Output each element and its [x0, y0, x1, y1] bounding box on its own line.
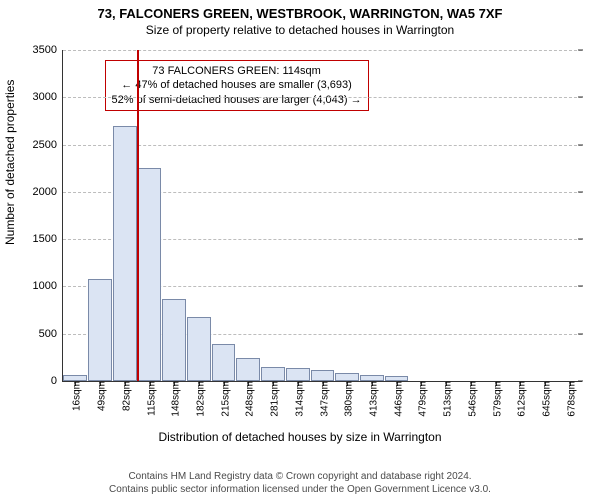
gridline	[63, 50, 582, 51]
y-axis-label: Number of detached properties	[3, 80, 17, 245]
y-tick-label: 1000	[33, 280, 63, 292]
annotation-line: 52% of semi-detached houses are larger (…	[112, 93, 362, 107]
x-tick-label: 380sqm	[340, 381, 355, 417]
bar	[236, 358, 260, 381]
annotation-box: 73 FALCONERS GREEN: 114sqm← 47% of detac…	[105, 60, 369, 111]
footer: Contains HM Land Registry data © Crown c…	[0, 470, 600, 496]
bar	[212, 344, 236, 381]
x-tick-label: 413sqm	[364, 381, 379, 417]
y-tick-label: 3500	[33, 44, 63, 56]
bar	[187, 317, 211, 381]
y-tick-label: 500	[39, 328, 63, 340]
y-tick-label: 1500	[33, 233, 63, 245]
x-tick-label: 446sqm	[389, 381, 404, 417]
x-tick-label: 513sqm	[439, 381, 454, 417]
bar	[162, 299, 186, 381]
x-tick-label: 479sqm	[414, 381, 429, 417]
x-tick-label: 182sqm	[191, 381, 206, 417]
y-tick-label: 2000	[33, 186, 63, 198]
x-tick-label: 49sqm	[93, 381, 108, 411]
x-tick-label: 281sqm	[266, 381, 281, 417]
x-tick-label: 82sqm	[117, 381, 132, 411]
y-tick-label: 3000	[33, 91, 63, 103]
plot-region: 73 FALCONERS GREEN: 114sqm← 47% of detac…	[62, 50, 582, 382]
bar	[88, 279, 112, 381]
bar	[311, 370, 335, 381]
x-tick-label: 115sqm	[142, 381, 157, 416]
bar	[138, 168, 162, 381]
x-tick-label: 579sqm	[488, 381, 503, 417]
gridline	[63, 145, 582, 146]
bar	[261, 367, 285, 381]
bar	[113, 126, 137, 381]
x-tick-label: 678sqm	[562, 381, 577, 417]
chart-area: Number of detached properties 73 FALCONE…	[0, 40, 600, 450]
x-tick-label: 314sqm	[290, 381, 305, 417]
footer-line-2: Contains public sector information licen…	[0, 483, 600, 496]
x-tick-label: 215sqm	[216, 381, 231, 417]
x-tick-label: 16sqm	[68, 381, 83, 411]
x-tick-label: 248sqm	[241, 381, 256, 417]
x-tick-label: 612sqm	[513, 381, 528, 417]
page-subtitle: Size of property relative to detached ho…	[0, 21, 600, 37]
annotation-line: ← 47% of detached houses are smaller (3,…	[112, 78, 362, 92]
footer-line-1: Contains HM Land Registry data © Crown c…	[0, 470, 600, 483]
x-tick-label: 645sqm	[537, 381, 552, 417]
page-title: 73, FALCONERS GREEN, WESTBROOK, WARRINGT…	[0, 0, 600, 21]
bar	[335, 373, 359, 382]
x-tick-label: 148sqm	[167, 381, 182, 417]
x-tick-label: 347sqm	[315, 381, 330, 417]
marker-line	[137, 50, 139, 381]
y-tick-label: 2500	[33, 139, 63, 151]
x-axis-label: Distribution of detached houses by size …	[0, 430, 600, 444]
y-tick-label: 0	[51, 375, 63, 387]
bar	[286, 368, 310, 381]
annotation-line: 73 FALCONERS GREEN: 114sqm	[112, 64, 362, 78]
gridline	[63, 97, 582, 98]
x-tick-label: 546sqm	[463, 381, 478, 417]
